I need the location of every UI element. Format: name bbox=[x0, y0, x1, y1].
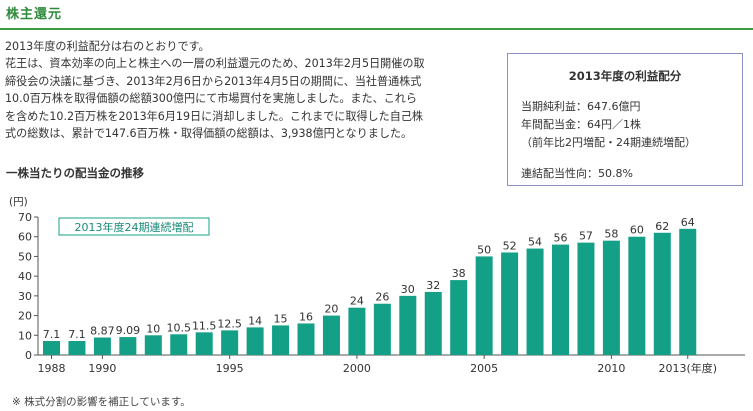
section-title: 株主還元 bbox=[6, 7, 63, 22]
intro-line: 10.0百万株を取得価額の総額300億円にて市場買付を実施しました。また、これら bbox=[5, 92, 417, 106]
value-label-2009: 57 bbox=[579, 230, 593, 243]
value-label-1993: 10.5 bbox=[167, 321, 192, 334]
x-tick-label-2000: 2000 bbox=[343, 362, 371, 375]
bar-2011 bbox=[628, 236, 646, 355]
value-label-1996: 14 bbox=[248, 314, 262, 327]
intro-line: を含めた10.2百万株を2013年6月19日に消却しました。これまでに取得した自… bbox=[5, 109, 424, 123]
payout-ratio: 連結配当性向：50.8% bbox=[521, 167, 633, 180]
bar-2012 bbox=[653, 232, 671, 355]
value-label-1999: 20 bbox=[324, 303, 338, 316]
bar-1999 bbox=[322, 315, 340, 355]
value-label-2010: 58 bbox=[604, 228, 618, 241]
dividend-per-share-chart: (円) 0 10 20 30 40 50 60 70 7.1 7.1 8.87 9.09 10 10.5 11… bbox=[9, 196, 745, 375]
dividend-increase-note: （前年比2円増配・24期連続増配） bbox=[521, 136, 696, 149]
value-label-2012: 62 bbox=[655, 220, 669, 233]
bar-2004 bbox=[450, 280, 468, 355]
annotation-label: 2013年度24期連続増配 bbox=[75, 220, 194, 234]
title-divider bbox=[0, 28, 753, 30]
bar-2006 bbox=[501, 252, 519, 355]
bar-2009 bbox=[577, 242, 595, 355]
profit-distribution-summary: 2013年度の利益配分 当期純利益：647.6億円 年間配当金：64円／1株 （… bbox=[507, 53, 743, 186]
bar-1995 bbox=[221, 330, 239, 355]
bar-2001 bbox=[373, 303, 391, 355]
intro-line: 花王は、資本効率の向上と株主への一層の利益還元のため、2013年2月5日開催の取 bbox=[5, 57, 425, 71]
value-label-1994: 11.5 bbox=[192, 319, 217, 332]
x-tick-label-2005: 2005 bbox=[470, 362, 498, 375]
bar-1996 bbox=[246, 327, 264, 355]
net-income: 当期純利益：647.6億円 bbox=[521, 100, 641, 113]
bar-1989 bbox=[68, 341, 86, 355]
value-label-2000: 24 bbox=[350, 295, 364, 308]
value-label-1992: 10 bbox=[146, 322, 160, 335]
value-label-2005: 50 bbox=[477, 243, 491, 256]
y-axis-label: (円) bbox=[9, 196, 28, 208]
bar-2008 bbox=[552, 244, 569, 355]
value-label-1990: 8.87 bbox=[90, 325, 115, 338]
value-label-2011: 60 bbox=[630, 224, 644, 237]
y-tick-label: 30 bbox=[18, 290, 32, 303]
intro-line: 締役会の決議に基づき、2013年2月6日から2013年4月5日の期間に、当社普通… bbox=[5, 74, 422, 88]
bar-1998 bbox=[297, 323, 315, 355]
value-label-1998: 16 bbox=[299, 310, 313, 323]
bar-1988 bbox=[43, 341, 60, 355]
summary-title: 2013年度の利益配分 bbox=[568, 69, 682, 83]
bar-2007 bbox=[526, 248, 544, 355]
x-tick-label-1988: 1988 bbox=[38, 362, 66, 375]
bar-2013 bbox=[679, 228, 697, 355]
x-tick-label-1995: 1995 bbox=[216, 362, 244, 375]
value-label-2002: 30 bbox=[401, 283, 415, 296]
value-label-2008: 56 bbox=[554, 232, 568, 245]
value-label-2004: 38 bbox=[452, 267, 466, 280]
value-label-1997: 15 bbox=[274, 312, 288, 325]
value-label-2013: 64 bbox=[681, 216, 695, 229]
bar-1990 bbox=[93, 337, 111, 355]
x-tick-label-2010: 2010 bbox=[597, 362, 625, 375]
value-label-1988: 7.1 bbox=[43, 328, 61, 341]
bar-1992 bbox=[144, 335, 162, 355]
bar-1997 bbox=[272, 325, 290, 355]
bar-1994 bbox=[195, 332, 213, 355]
x-tick-label-2013: 2013(年度) bbox=[658, 361, 717, 375]
intro-line: 2013年度の利益配分は右のとおりです。 bbox=[5, 40, 210, 53]
bar-2002 bbox=[399, 295, 417, 355]
y-tick-label: 20 bbox=[18, 310, 32, 323]
y-tick-label: 10 bbox=[18, 329, 32, 342]
bar-2003 bbox=[424, 291, 442, 355]
value-label-2003: 32 bbox=[426, 279, 440, 292]
value-label-1995: 12.5 bbox=[217, 317, 242, 330]
y-tick-label: 40 bbox=[18, 270, 32, 283]
intro-text: 2013年度の利益配分は右のとおりです。 花王は、資本効率の向上と株主への一層の… bbox=[5, 38, 510, 142]
y-tick-label: 0 bbox=[25, 349, 32, 362]
bar-2005 bbox=[475, 256, 493, 355]
bar-1991 bbox=[119, 337, 137, 355]
y-tick-label: 60 bbox=[18, 231, 32, 244]
chart-title: 一株当たりの配当金の推移 bbox=[6, 166, 144, 180]
annual-dividend: 年間配当金：64円／1株 bbox=[521, 118, 641, 131]
bar-2010 bbox=[602, 240, 620, 355]
value-label-2007: 54 bbox=[528, 236, 542, 249]
value-label-1991: 9.09 bbox=[116, 324, 141, 337]
y-tick-label: 50 bbox=[18, 250, 32, 263]
intro-line: 式の総数は、累計で147.6百万株・取得価額の総額は、3,938億円となりました… bbox=[5, 127, 413, 141]
bar-1993 bbox=[170, 334, 188, 355]
value-label-2001: 26 bbox=[375, 291, 389, 304]
value-label-1989: 7.1 bbox=[68, 328, 86, 341]
bar-2000 bbox=[348, 307, 366, 355]
x-tick-label-1990: 1990 bbox=[88, 362, 116, 375]
y-tick-label: 70 bbox=[18, 211, 32, 224]
annotation-box bbox=[58, 217, 210, 236]
value-label-2006: 52 bbox=[503, 239, 517, 252]
footnote: ※ 株式分割の影響を補正しています。 bbox=[12, 396, 191, 408]
